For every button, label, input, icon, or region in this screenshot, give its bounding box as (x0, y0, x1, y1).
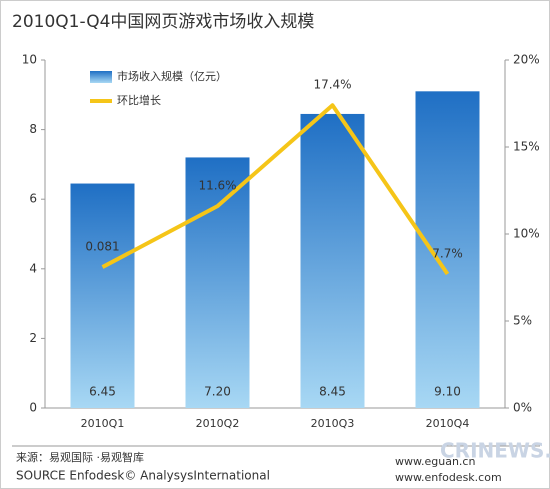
y-tick-label: 2 (29, 331, 37, 345)
site: www.eguan.cn (395, 455, 475, 468)
bar-value-label: 6.45 (89, 385, 116, 399)
x-tick-label: 2010Q1 (81, 417, 125, 430)
bar (415, 91, 480, 408)
y2-tick-label: 20% (513, 53, 540, 67)
site: www.enfodesk.com (395, 471, 502, 484)
source-cn: 来源：易观国际 ·易观智库 (16, 450, 144, 464)
watermark: CRINEWS.com (440, 439, 550, 463)
bar (70, 183, 135, 408)
y2-tick-label: 10% (513, 227, 540, 241)
legend-label: 市场收入规模（亿元） (117, 69, 227, 83)
bar-value-label: 7.20 (204, 385, 231, 399)
x-tick-label: 2010Q2 (196, 417, 240, 430)
source-en: SOURCE Enfodesk© AnalysysInternational (16, 469, 270, 483)
y2-tick-label: 15% (513, 140, 540, 154)
y-tick-label: 6 (29, 192, 37, 206)
bar-value-label: 9.10 (434, 385, 461, 399)
y-tick-label: 10 (22, 53, 37, 67)
line-value-label: 0.081 (85, 240, 119, 254)
y-tick-label: 8 (29, 122, 37, 136)
bar (300, 113, 365, 408)
y2-tick-label: 5% (513, 314, 532, 328)
line-value-label: 7.7% (432, 247, 463, 261)
x-tick-label: 2010Q4 (426, 417, 470, 430)
y2-tick-label: 0% (513, 401, 532, 415)
x-tick-label: 2010Q3 (311, 417, 355, 430)
y-tick-label: 4 (29, 261, 37, 275)
y-tick-label: 0 (29, 401, 37, 415)
legend-swatch (90, 71, 112, 83)
bar (185, 157, 250, 408)
bar-value-label: 8.45 (319, 385, 346, 399)
chart-title: 2010Q1-Q4中国网页游戏市场收入规模 (12, 12, 314, 32)
line (101, 103, 450, 276)
line-value-label: 11.6% (198, 179, 236, 193)
line-value-label: 17.4% (313, 78, 351, 92)
legend-label: 环比增长 (117, 93, 161, 107)
